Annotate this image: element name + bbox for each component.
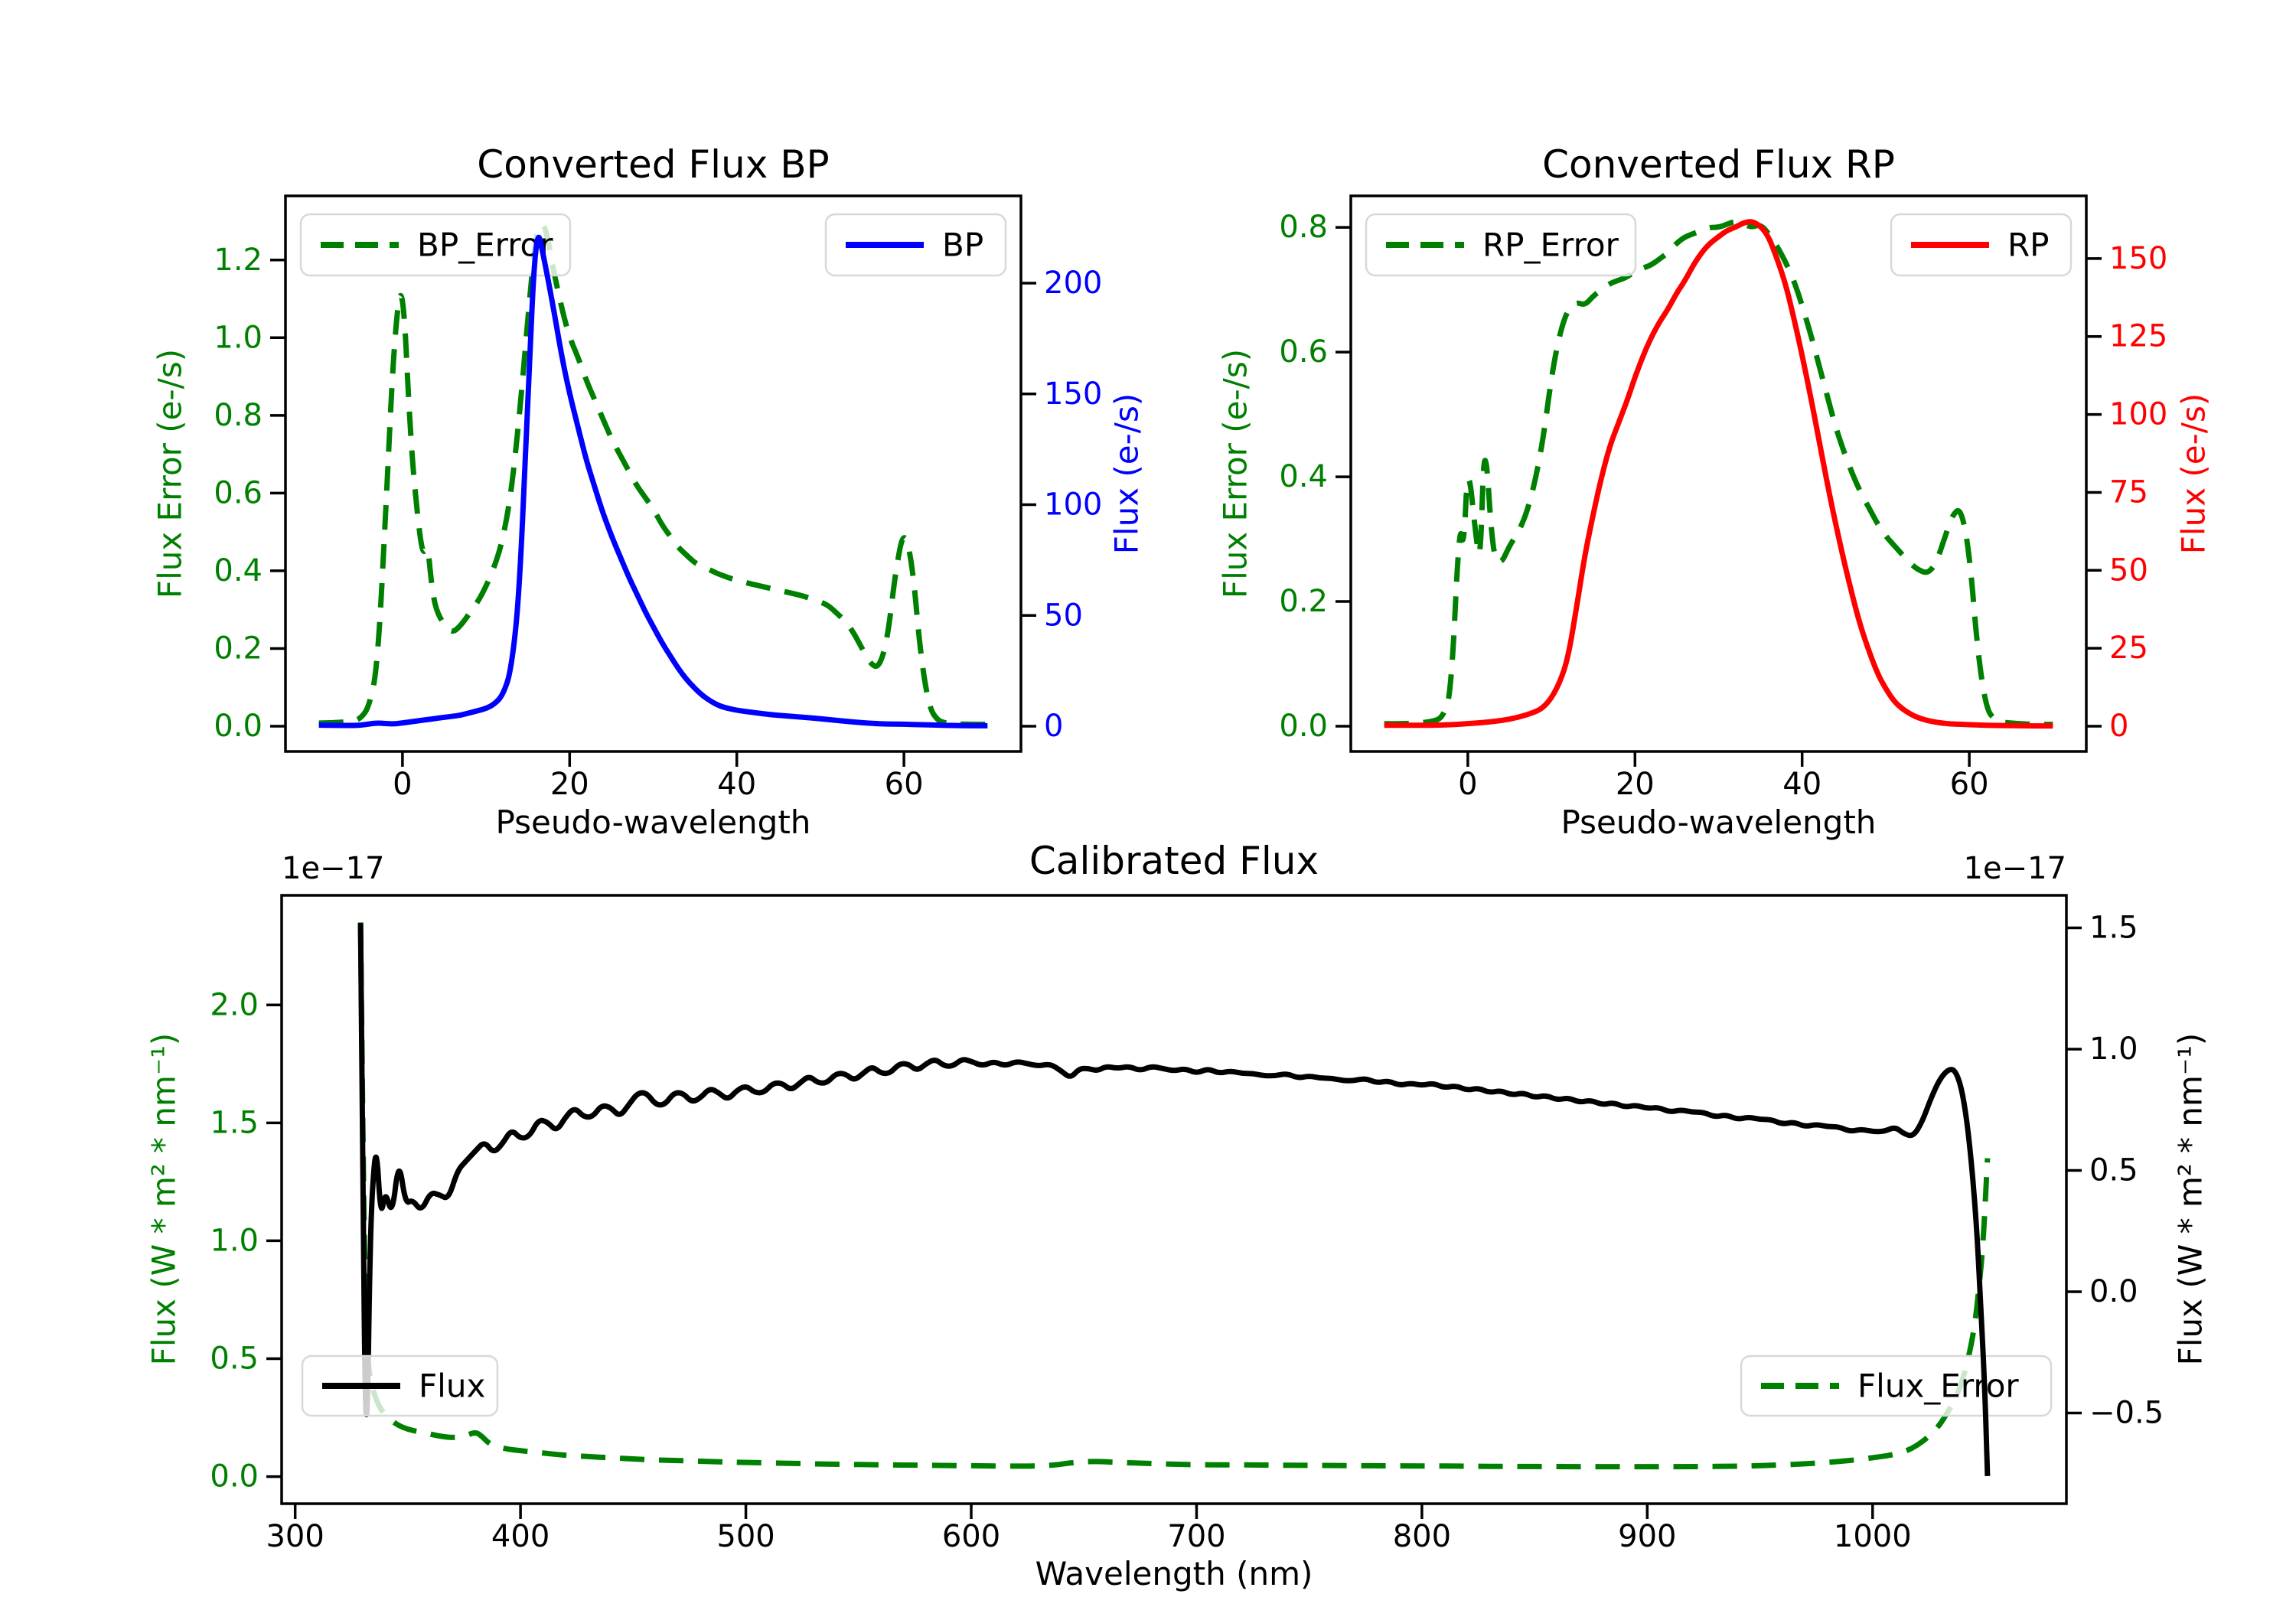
y-tick-label-left: 2.0 [210, 987, 259, 1022]
y-tick-label-right: 1.5 [2089, 910, 2138, 945]
x-tick-label: 500 [716, 1519, 775, 1554]
xlabel-bp: Pseudo-wavelength [495, 804, 811, 841]
y-tick-label-left: 1.5 [210, 1105, 259, 1140]
series-RP_Error [1384, 219, 2053, 728]
chart-title-rp: Converted Flux RP [1542, 142, 1895, 187]
series-Flux [357, 923, 1991, 1477]
y-tick-label-right: 0.0 [2089, 1274, 2138, 1309]
legend-BP_Error: BP_Error [299, 213, 572, 277]
x-tick-label: 400 [491, 1519, 550, 1554]
ylabel-left-calibrated: Flux (W * m² * nm⁻¹) [145, 1032, 183, 1366]
legend-label: BP [942, 227, 983, 264]
x-tick-label: 700 [1167, 1519, 1225, 1554]
y-tick-label-left: 0.2 [214, 631, 263, 666]
y-tick-label-left: 0.2 [1279, 584, 1328, 619]
axes-frame [284, 194, 1022, 753]
y-tick-label-right: 0.5 [2089, 1152, 2138, 1188]
xlabel-rp: Pseudo-wavelength [1561, 804, 1877, 841]
legend-Flux_Error: Flux_Error [1740, 1354, 2053, 1417]
x-tick-label: 1000 [1834, 1519, 1912, 1554]
x-tick-label: 40 [1782, 767, 1821, 802]
y-tick-label-left: 0.0 [1279, 709, 1328, 744]
y-tick-label-right: 0 [1044, 709, 1063, 744]
legend-box [1365, 213, 1637, 277]
series-Flux_Error [357, 922, 1991, 1470]
legend-box [1740, 1354, 2053, 1417]
legend-box [299, 213, 572, 277]
series-BP_Error [318, 221, 988, 727]
x-tick-label: 0 [393, 767, 412, 802]
x-tick-label: 900 [1618, 1519, 1676, 1554]
y-tick-label-right: 0 [2109, 709, 2128, 744]
y-tick-label-left: 1.0 [214, 320, 263, 355]
y-tick-label-left: 0.4 [1279, 459, 1328, 494]
ylabel-right-bp: Flux (e-/s) [1107, 393, 1146, 555]
legend-label: RP_Error [1482, 227, 1619, 264]
x-tick-label: 300 [266, 1519, 324, 1554]
y-tick-label-right: 150 [1044, 376, 1102, 412]
legend-label: Flux_Error [1857, 1367, 2019, 1405]
y-tick-label-right: 100 [2109, 397, 2167, 432]
series-BP [318, 234, 988, 729]
y-tick-label-left: 0.8 [1279, 210, 1328, 245]
y-tick-label-left: 0.6 [1279, 334, 1328, 370]
chart-title-bp: Converted Flux BP [477, 142, 830, 187]
ylabel-right-calibrated: Flux (W * m² * nm⁻¹) [2171, 1032, 2210, 1366]
y-tick-label-right: 50 [2109, 553, 2148, 588]
y-tick-label-left: 0.5 [210, 1341, 259, 1376]
ylabel-right-rp: Flux (e-/s) [2174, 393, 2213, 555]
legend-label: BP_Error [417, 227, 553, 264]
ylabel-left-rp: Flux Error (e-/s) [1216, 348, 1254, 599]
y-tick-label-right: 75 [2109, 474, 2148, 510]
offset-text-left: 1e−17 [282, 851, 385, 886]
y-tick-label-left: 1.0 [210, 1223, 259, 1258]
legend-label: Flux [419, 1367, 485, 1405]
y-tick-label-right: 150 [2109, 241, 2167, 276]
legend-label: RP [2007, 227, 2050, 264]
y-tick-label-right: 125 [2109, 319, 2167, 354]
axes-frame [1349, 194, 2088, 753]
y-tick-label-right: 100 [1044, 487, 1102, 523]
xlabel-calibrated: Wavelength (nm) [1035, 1555, 1313, 1592]
y-tick-label-left: 0.8 [214, 398, 263, 433]
y-tick-label-left: 1.2 [214, 243, 263, 278]
y-tick-label-right: 200 [1044, 266, 1102, 301]
y-tick-label-left: 0.4 [214, 553, 263, 588]
x-tick-label: 0 [1458, 767, 1477, 802]
chart-calibrated: Flux_Error Flux 300 400 500 600 700 800 900 1000 0… [210, 894, 2164, 1554]
y-tick-label-right: −0.5 [2089, 1395, 2164, 1430]
x-tick-label: 20 [550, 767, 589, 802]
y-tick-label-left: 0.0 [214, 709, 263, 744]
y-tick-label-left: 0.6 [214, 475, 263, 510]
axes-frame [280, 894, 2068, 1505]
x-tick-label: 60 [885, 767, 924, 802]
y-tick-label-left: 0.0 [210, 1459, 259, 1495]
legend-RP: RP [1890, 213, 2073, 277]
x-tick-label: 600 [942, 1519, 1000, 1554]
legend-BP: BP [824, 213, 1007, 277]
x-tick-label: 800 [1393, 1519, 1451, 1554]
offset-text-right: 1e−17 [1963, 851, 2066, 886]
y-tick-label-right: 50 [1044, 598, 1083, 633]
x-tick-label: 40 [717, 767, 756, 802]
legend-RP_Error: RP_Error [1365, 213, 1637, 277]
y-tick-label-right: 1.0 [2089, 1032, 2138, 1067]
x-tick-label: 20 [1616, 767, 1655, 802]
series-RP [1384, 219, 2053, 729]
y-tick-label-right: 25 [2109, 631, 2148, 666]
chart-rp: RP_Error RP 0 20 40 60 0.0 0.2 0.4 0.6 0.8 0 25 50 75 1… [1279, 194, 2167, 802]
chart-title-calibrated: Calibrated Flux [1029, 839, 1319, 883]
chart-bp: BP_Error BP 0 20 40 60 0.0 0.2 0.4 0.6 0.8 1.0 1.2 0 5… [214, 194, 1102, 802]
legend-Flux: Flux [301, 1354, 499, 1417]
ylabel-left-bp: Flux Error (e-/s) [151, 348, 189, 599]
x-tick-label: 60 [1950, 767, 1989, 802]
